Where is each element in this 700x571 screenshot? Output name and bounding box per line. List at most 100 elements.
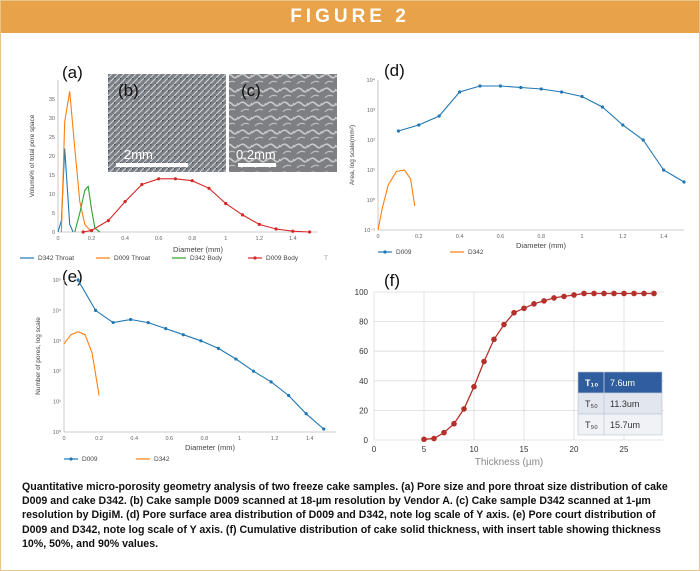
- scale-label-c: 0.2mm: [236, 147, 276, 162]
- y-tick-label: 10¹: [53, 400, 61, 406]
- data-point: [441, 429, 447, 436]
- legend-entry: D009: [396, 249, 412, 256]
- x-tick-label: 25: [620, 445, 629, 454]
- y-tick-label: 10²: [367, 138, 375, 144]
- x-tick-label: 0: [372, 445, 377, 454]
- chart-e: (e)0 0.2 0.4 0.6 0.8 1 1.2 1.410⁰10¹10²10³10⁴10…: [35, 267, 336, 463]
- y-tick-label: 20: [359, 406, 368, 415]
- data-point: [458, 90, 462, 94]
- y-tick-label: 10⁰: [367, 197, 376, 204]
- data-point: [257, 222, 261, 226]
- x-tick-label: 1.4: [289, 236, 297, 242]
- y-tick-label: 25: [49, 135, 55, 141]
- y-tick-label: 20: [49, 154, 55, 160]
- data-point: [539, 87, 543, 91]
- table-label: T₁₀: [585, 378, 598, 388]
- data-point: [322, 427, 326, 431]
- x-axis-label: Thickness (µm): [475, 457, 544, 468]
- data-point: [181, 333, 185, 337]
- data-point: [111, 320, 115, 325]
- scale-label-b: 2mm: [124, 147, 153, 162]
- x-tick-label: 1.4: [660, 234, 668, 240]
- data-point: [269, 380, 273, 384]
- legend-marker: [69, 457, 73, 461]
- data-point: [560, 90, 564, 94]
- table-value: 15.7um: [610, 420, 640, 430]
- legend-entry: D342 Body: [190, 255, 223, 262]
- y-tick-label: 15: [49, 173, 55, 179]
- series-line: [60, 91, 92, 233]
- data-point: [498, 84, 502, 88]
- micrograph-b: [108, 74, 226, 172]
- micrograph-c: [229, 74, 337, 172]
- panel-label-c: (c): [241, 81, 261, 100]
- x-tick-label: 15: [520, 445, 529, 454]
- y-tick-label: 80: [359, 318, 368, 327]
- data-point: [461, 406, 467, 412]
- data-point: [234, 357, 238, 361]
- data-point: [173, 177, 178, 181]
- data-point: [531, 301, 537, 307]
- x-tick-label: 0.2: [415, 234, 423, 240]
- x-tick-label: 1: [238, 436, 241, 442]
- x-tick-label: 1.2: [255, 236, 263, 242]
- y-axis-label: Area, log scale(mm²): [349, 125, 356, 185]
- x-tick-label: 1.2: [271, 436, 279, 442]
- legend-marker: [253, 256, 257, 260]
- chart-d: (d) 0 0.2 0.4 0.6 0.8 1 1.2 1.4 10⁻¹ 10⁰ 10¹ 10² 10³ 1…: [349, 61, 686, 256]
- y-tick-label: 10¹: [367, 168, 375, 174]
- y-tick-label: 10⁻¹: [364, 228, 375, 234]
- data-point: [421, 436, 427, 443]
- y-tick-label: 10⁰: [53, 429, 62, 436]
- x-tick-label: 0.6: [497, 234, 505, 240]
- y-tick-label: 0: [364, 436, 369, 445]
- y-axis-label: Number of pores, log scale: [35, 317, 42, 395]
- data-point: [481, 358, 487, 365]
- data-point: [519, 85, 523, 90]
- data-point: [662, 168, 666, 172]
- data-point: [129, 317, 133, 322]
- data-point: [157, 177, 161, 181]
- table-row: [577, 413, 663, 436]
- data-point: [123, 200, 127, 204]
- series-line: [63, 331, 100, 396]
- data-point: [89, 228, 94, 233]
- legend-marker: [383, 250, 387, 254]
- x-axis-label: Diameter (mm): [185, 443, 236, 452]
- data-point: [199, 339, 203, 343]
- x-tick-label: 5: [422, 445, 427, 454]
- y-axis-label: Volume% of total pore space: [29, 114, 36, 197]
- data-point: [274, 227, 278, 231]
- legend-tail: T: [324, 255, 328, 262]
- figure-title: FIGURE 2: [1, 1, 699, 33]
- data-point: [641, 138, 645, 142]
- data-point: [501, 321, 507, 328]
- x-axis-label: Diameter (mm): [516, 241, 567, 250]
- y-tick-label: 40: [359, 377, 368, 386]
- x-axis-label: Diameter (mm): [173, 245, 224, 254]
- x-tick-label: 0.2: [95, 436, 103, 442]
- data-point: [571, 292, 577, 298]
- chart-f: (f) 0 20 40 60 80 100 0 5 10 15 20 25 Thickness (µm) T…: [355, 271, 664, 468]
- y-tick-label: 5: [52, 211, 55, 217]
- x-tick-label: 0: [62, 436, 65, 442]
- x-tick-label: 1.4: [306, 436, 314, 442]
- data-point: [561, 293, 567, 300]
- data-point: [140, 182, 144, 187]
- data-point: [511, 309, 517, 316]
- x-tick-label: 10: [470, 445, 479, 454]
- legend-entry: D009: [82, 456, 98, 463]
- data-point: [591, 290, 597, 297]
- table-label: T₅₀: [585, 399, 598, 409]
- scale-bar-c: [238, 163, 276, 167]
- data-point: [437, 114, 441, 118]
- y-tick-label: 10²: [53, 369, 61, 375]
- x-tick-label: 0.2: [88, 236, 96, 242]
- data-point: [164, 327, 168, 331]
- legend-entry: D009 Throat: [114, 255, 150, 262]
- data-point: [304, 412, 308, 416]
- data-point: [224, 201, 228, 206]
- scale-bar-b: [116, 163, 188, 167]
- data-point: [621, 123, 625, 127]
